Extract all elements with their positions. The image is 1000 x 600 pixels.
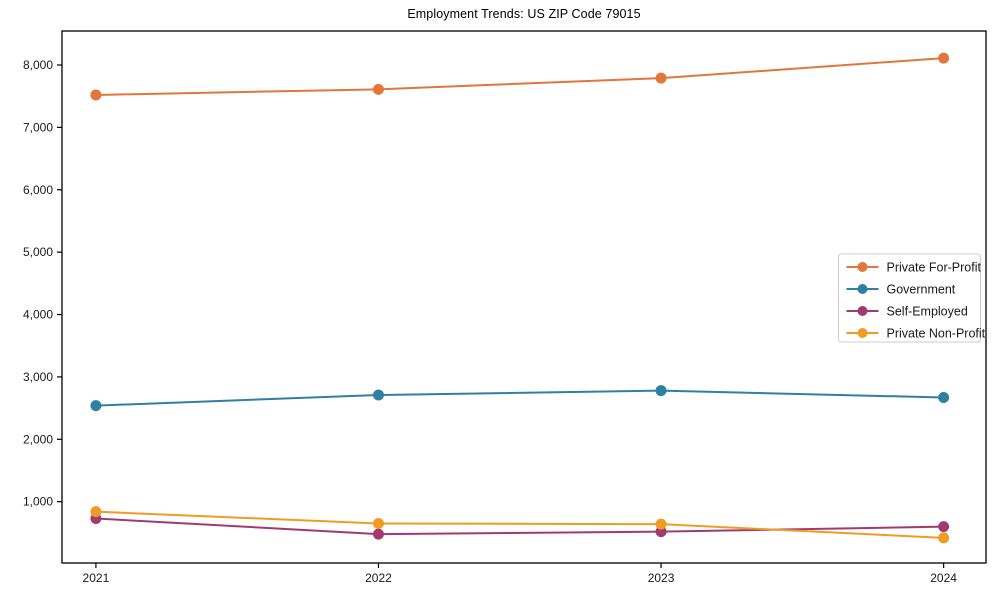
data-point-private-non-profit: [655, 518, 667, 530]
series-line-self-employed: [95, 517, 944, 536]
series-line-private-for-profit: [95, 57, 944, 96]
x-tick-label: 2023: [648, 571, 675, 585]
y-tick-label: 4,000: [23, 308, 53, 322]
legend-marker-self-employed: [857, 306, 868, 316]
data-point-private-non-profit: [90, 506, 102, 518]
legend-label-government: Government: [887, 283, 956, 297]
x-tick-label: 2022: [365, 571, 392, 585]
data-point-self-employed: [938, 521, 950, 533]
data-point-private-for-profit: [655, 72, 667, 84]
legend: [838, 253, 981, 343]
legend-label-private-for-profit: Private For-Profit: [887, 261, 982, 275]
data-point-private-non-profit: [372, 518, 384, 530]
legend-label-private-non-profit: Private Non-Profit: [887, 327, 986, 341]
data-point-private-for-profit: [90, 89, 102, 101]
legend-marker-private-non-profit: [857, 328, 868, 338]
legend-label-self-employed: Self-Employed: [887, 305, 968, 319]
series-line-government: [95, 389, 944, 407]
data-point-self-employed: [372, 528, 384, 540]
data-point-private-for-profit: [938, 52, 950, 64]
y-tick-label: 1,000: [23, 495, 53, 509]
y-tick-label: 7,000: [23, 120, 53, 134]
y-tick-label: 8,000: [23, 58, 53, 72]
plot-border: [61, 30, 987, 564]
data-point-government: [372, 389, 384, 401]
legend-marker-private-for-profit: [857, 262, 868, 272]
y-tick-label: 6,000: [23, 183, 53, 197]
x-tick-label: 2024: [930, 571, 957, 585]
legend-marker-government: [857, 284, 868, 294]
y-tick-label: 2,000: [23, 432, 53, 446]
x-tick-label: 2021: [83, 571, 110, 585]
series-line-private-non-profit: [95, 510, 944, 539]
data-point-government: [655, 385, 667, 397]
chart-title: Employment Trends: US ZIP Code 79015: [407, 7, 641, 21]
data-point-government: [90, 400, 102, 412]
data-point-private-non-profit: [938, 532, 950, 544]
data-point-private-for-profit: [372, 83, 384, 95]
data-point-government: [938, 391, 950, 403]
y-tick-label: 3,000: [23, 370, 53, 384]
y-tick-label: 5,000: [23, 245, 53, 259]
